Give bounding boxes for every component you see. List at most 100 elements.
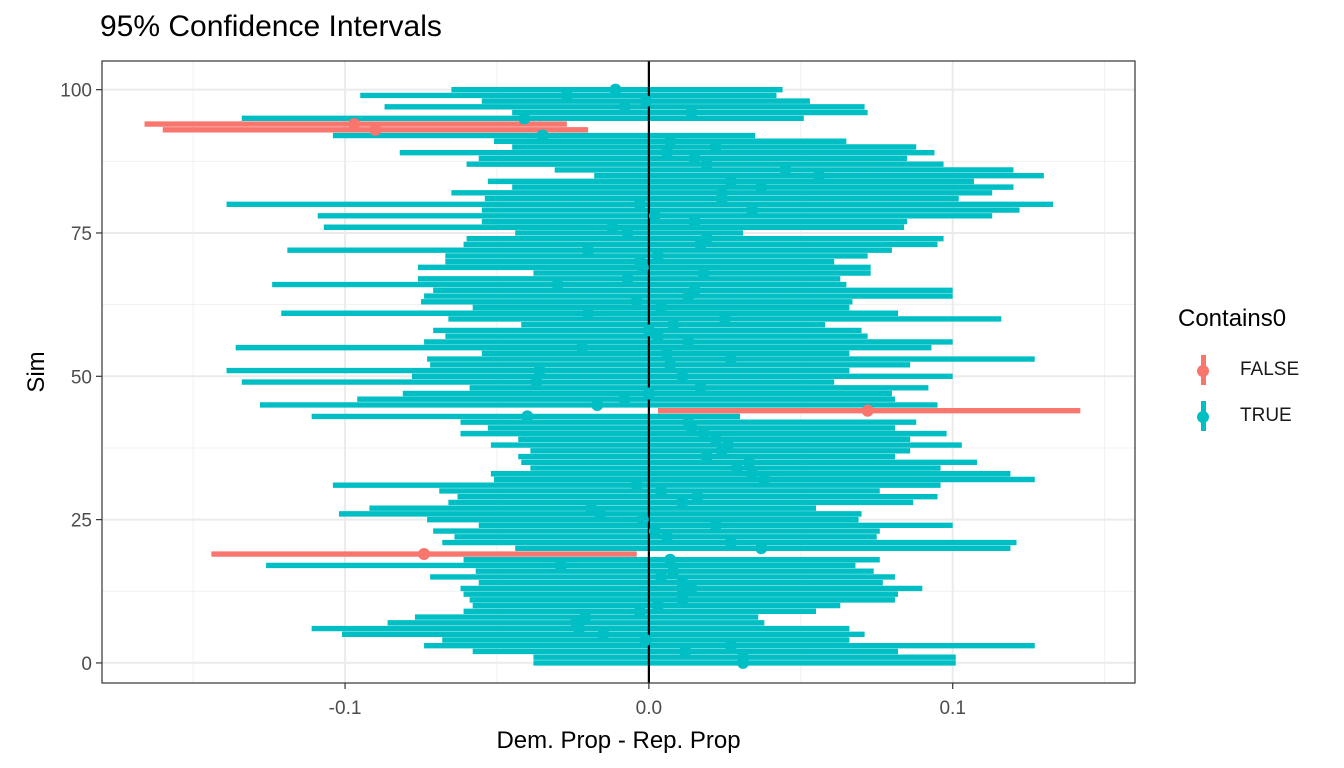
estimate-point-true — [639, 95, 652, 108]
estimate-point-true — [694, 381, 707, 394]
estimate-point-true — [664, 553, 677, 566]
axis-ticks: -0.1 0.0 0.1 0 25 50 75 100 — [60, 81, 966, 719]
estimate-point-true — [676, 576, 689, 589]
estimate-point-true — [651, 599, 664, 612]
estimate-point-true — [743, 456, 756, 469]
estimate-point-true — [676, 588, 689, 601]
estimate-point-true — [746, 467, 759, 480]
chart-title: 95% Confidence Intervals — [100, 10, 442, 43]
estimate-point-true — [685, 106, 698, 119]
estimate-point-true — [655, 570, 668, 583]
estimate-point-true — [661, 530, 674, 543]
y-tick-label: 0 — [81, 654, 92, 675]
estimate-point-true — [730, 462, 743, 475]
estimate-point-true — [709, 140, 722, 153]
estimate-point-true — [724, 639, 737, 652]
legend-item-false: FALSE — [1178, 347, 1299, 393]
estimate-point-true — [664, 358, 677, 371]
estimate-point-true — [700, 450, 713, 463]
estimate-point-true — [594, 507, 607, 520]
estimate-point-true — [724, 353, 737, 366]
estimate-point-true — [606, 221, 619, 234]
estimate-point-true — [536, 129, 549, 142]
estimate-point-true — [758, 473, 771, 486]
x-tick-label: -0.1 — [329, 698, 362, 719]
estimate-point-true — [676, 496, 689, 509]
estimate-point-true — [700, 232, 713, 245]
estimate-point-true — [551, 278, 564, 291]
estimate-point-true — [576, 341, 589, 354]
estimate-point-true — [621, 272, 634, 285]
estimate-point-true — [679, 645, 692, 658]
estimate-point-true — [585, 502, 598, 515]
estimate-point-true — [569, 616, 582, 629]
estimate-point-true — [755, 542, 768, 555]
y-tick-label: 50 — [71, 367, 92, 388]
legend-dot-true — [1197, 411, 1209, 423]
estimate-point-true — [718, 312, 731, 325]
estimate-point-true — [609, 83, 622, 96]
estimate-point-true — [682, 416, 695, 429]
estimate-point-true — [651, 249, 664, 262]
estimate-point-true — [597, 628, 610, 641]
estimate-point-true — [648, 525, 661, 538]
legend-label-true: TRUE — [1240, 405, 1292, 426]
estimate-point-true — [642, 387, 655, 400]
estimate-point-true — [518, 112, 531, 125]
estimate-point-true — [667, 318, 680, 331]
estimate-point-true — [630, 295, 643, 308]
estimate-point-true — [642, 324, 655, 337]
x-tick-label: 0.0 — [636, 698, 662, 719]
estimate-point-true — [582, 244, 595, 257]
legend-title: Contains0 — [1178, 305, 1287, 332]
legend: Contains0 FALSE TRUE — [1178, 305, 1299, 439]
estimate-point-true — [746, 204, 759, 217]
estimate-point-false — [369, 123, 382, 136]
estimate-point-true — [688, 284, 701, 297]
estimate-point-true — [715, 186, 728, 199]
estimate-point-true — [755, 181, 768, 194]
x-axis-label: Dem. Prop - Rep. Prop — [496, 727, 740, 754]
estimate-point-true — [533, 364, 546, 377]
estimate-point-true — [648, 209, 661, 222]
estimate-points — [348, 83, 874, 669]
estimate-point-false — [861, 404, 874, 417]
estimate-point-true — [724, 536, 737, 549]
estimate-point-true — [633, 605, 646, 618]
estimate-point-true — [618, 393, 631, 406]
estimate-point-true — [676, 370, 689, 383]
legend-key-false — [1178, 347, 1228, 393]
estimate-point-true — [661, 347, 674, 360]
estimate-point-true — [691, 490, 704, 503]
legend-dot-false — [1197, 365, 1209, 377]
panel-border — [101, 60, 1136, 684]
estimate-point-true — [655, 484, 668, 497]
estimate-point-true — [709, 433, 722, 446]
estimate-point-true — [697, 427, 710, 440]
estimate-point-true — [813, 169, 826, 182]
y-tick-label: 75 — [71, 224, 92, 245]
legend-label-false: FALSE — [1240, 359, 1300, 380]
estimate-point-true — [554, 559, 567, 572]
estimate-point-true — [633, 255, 646, 268]
estimate-point-true — [639, 634, 652, 647]
y-tick-label: 100 — [60, 81, 92, 102]
estimate-point-true — [724, 175, 737, 188]
estimate-point-true — [651, 330, 664, 343]
y-tick-label: 25 — [71, 511, 92, 532]
estimate-point-false — [348, 118, 361, 131]
estimate-point-true — [655, 301, 668, 314]
estimate-point-true — [521, 410, 534, 423]
estimate-point-true — [721, 439, 734, 452]
y-axis-label: Sim — [23, 351, 50, 392]
estimate-point-true — [664, 135, 677, 148]
legend-key-true — [1178, 393, 1228, 439]
estimate-point-true — [667, 565, 680, 578]
estimate-point-true — [630, 479, 643, 492]
estimate-point-true — [618, 100, 631, 113]
estimate-point-true — [697, 267, 710, 280]
estimate-point-true — [779, 163, 792, 176]
estimate-point-true — [688, 152, 701, 165]
legend-item-true: TRUE — [1178, 393, 1299, 439]
estimate-point-false — [418, 548, 431, 561]
